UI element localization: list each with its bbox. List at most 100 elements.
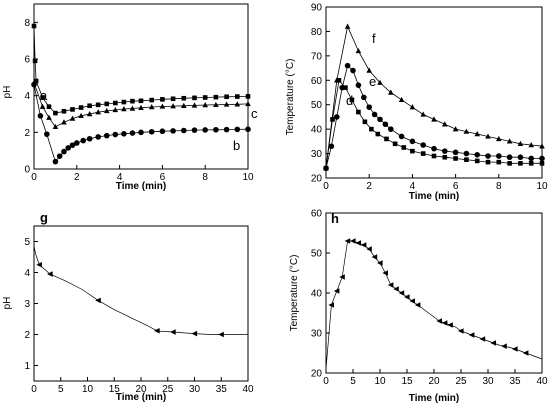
series-b-point xyxy=(191,127,198,133)
series-d-point xyxy=(349,97,355,103)
series-c-point xyxy=(202,102,208,108)
series-b-point xyxy=(52,158,59,165)
series-c-point xyxy=(223,101,230,107)
series-b-point xyxy=(74,140,80,146)
data-line xyxy=(33,246,248,335)
panel-h-marks xyxy=(325,238,543,370)
series-e-point xyxy=(496,153,502,159)
data-point xyxy=(355,240,361,246)
series-e-point xyxy=(371,111,378,118)
ph-short-xticks: 0 2 4 6 8 10 xyxy=(31,165,254,183)
series-a-point xyxy=(245,94,251,99)
ph-short-frame xyxy=(33,3,249,170)
series-f-point xyxy=(517,140,524,146)
series-b-point xyxy=(37,113,44,119)
y-tick-label: 90 xyxy=(311,3,323,14)
series-f-point xyxy=(496,135,502,142)
series-b-point xyxy=(95,134,101,140)
series-c-point xyxy=(69,115,76,121)
x-tick-label: 0 xyxy=(31,384,37,395)
series-e-point xyxy=(388,126,394,132)
data-point xyxy=(458,328,464,334)
series-e-point xyxy=(539,155,545,162)
x-tick-label: 6 xyxy=(160,172,166,183)
data-point xyxy=(371,254,378,260)
data-point xyxy=(490,340,496,346)
series-d-point xyxy=(528,161,534,166)
series-c-point xyxy=(39,103,46,109)
series-c-point xyxy=(61,119,67,125)
x-tick-label: 35 xyxy=(509,376,521,387)
y-tick-label: 4 xyxy=(24,268,30,279)
x-tick-label: 30 xyxy=(189,384,201,395)
series-d-point xyxy=(369,126,374,132)
x-tick-label: 40 xyxy=(536,376,548,387)
series-a-point xyxy=(224,94,229,100)
series-b-point xyxy=(80,137,87,144)
series-c-point xyxy=(86,111,93,117)
series-e-point xyxy=(409,138,416,145)
series-f-point xyxy=(377,79,383,85)
panel-g-letter: g xyxy=(40,210,48,225)
y-tick-label: 20 xyxy=(311,174,323,185)
y-tick-label: 40 xyxy=(311,289,323,300)
x-tick-label: 25 xyxy=(162,384,174,395)
series-a-point xyxy=(104,101,110,107)
series-e-point xyxy=(485,153,491,159)
x-tick-label: 6 xyxy=(453,181,459,192)
series-d-point xyxy=(442,154,448,160)
data-point xyxy=(409,298,415,304)
ph-short-ylabel: pH xyxy=(2,86,13,99)
series-f-point xyxy=(420,111,426,117)
series-c-point xyxy=(103,107,110,114)
x-tick-label: 40 xyxy=(242,384,254,395)
data-point xyxy=(170,329,176,335)
panel-g-xlabel: Time (min) xyxy=(116,392,166,403)
y-tick-label: 6 xyxy=(24,55,30,66)
data-point xyxy=(501,343,507,349)
series-d-point xyxy=(507,161,512,166)
series-b-point xyxy=(69,142,76,148)
y-tick-label: 50 xyxy=(311,249,323,260)
x-tick-label: 30 xyxy=(482,376,494,387)
series-a-point xyxy=(31,23,37,29)
y-tick-label: 20 xyxy=(311,369,323,380)
panel-g-yticks: 1 2 3 4 5 xyxy=(24,237,38,372)
series-c-point xyxy=(129,105,136,111)
y-tick-label: 4 xyxy=(24,91,30,102)
data-point xyxy=(377,260,383,266)
series-f-point xyxy=(539,143,545,149)
series-e-point xyxy=(463,150,470,157)
series-f-point xyxy=(452,126,459,132)
data-point xyxy=(333,288,340,294)
series-a-point xyxy=(170,96,176,102)
series-d-point xyxy=(362,119,368,125)
data-point xyxy=(436,318,442,324)
data-point xyxy=(218,331,224,338)
panel-g-marks xyxy=(33,246,248,338)
ph-short-yticks: 0 2 4 6 8 xyxy=(24,18,38,176)
x-tick-label: 10 xyxy=(242,172,254,183)
series-f-point xyxy=(398,96,405,103)
x-tick-label: 8 xyxy=(202,172,208,183)
data-point xyxy=(350,238,356,244)
data-point xyxy=(47,271,53,277)
series-b-point xyxy=(61,148,67,155)
data-point xyxy=(328,302,334,308)
series-b-point xyxy=(86,135,93,142)
ph-short-label-a: a xyxy=(40,88,48,103)
data-line xyxy=(325,240,543,370)
ph-short-xlabel: Time (min) xyxy=(116,181,166,192)
series-c-point xyxy=(78,112,84,119)
series-a-point xyxy=(113,100,118,106)
series-f-point xyxy=(474,131,480,137)
x-tick-label: 2 xyxy=(366,181,372,192)
series-a-point xyxy=(160,97,165,102)
y-tick-label: 2 xyxy=(24,128,30,139)
series-d-point xyxy=(464,157,469,162)
data-point xyxy=(360,242,367,248)
temp-short-ylabel: Temperature (°C) xyxy=(285,59,296,136)
series-c-point xyxy=(121,106,127,112)
data-point xyxy=(344,238,351,244)
